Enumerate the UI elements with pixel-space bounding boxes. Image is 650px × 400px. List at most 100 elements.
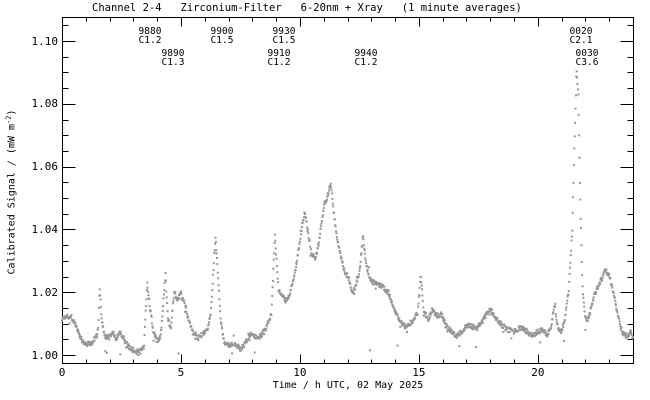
scatter-dot <box>453 331 456 334</box>
scatter-dot <box>471 323 474 326</box>
scatter-dot <box>591 303 594 306</box>
scatter-dot <box>629 329 632 332</box>
scatter-dot <box>380 286 383 289</box>
scatter-dot <box>466 324 469 327</box>
scatter-dot <box>550 323 553 326</box>
scatter-dot <box>574 94 577 97</box>
scatter-dot <box>606 273 609 276</box>
scatter-dot <box>439 315 442 318</box>
scatter-dot <box>127 343 130 346</box>
scatter-dot <box>276 271 279 274</box>
scatter-dot <box>576 76 579 79</box>
scatter-dot <box>193 333 196 336</box>
scatter-dot <box>204 331 207 334</box>
scatter-dot <box>477 323 480 326</box>
scatter-dot <box>581 274 584 277</box>
scatter-dot <box>369 349 372 352</box>
scatter-dot <box>65 315 68 318</box>
scatter-dot <box>623 331 626 334</box>
scatter-dot <box>273 242 276 244</box>
scatter-dot <box>552 308 555 311</box>
scatter-dot <box>435 314 438 317</box>
scatter-dot <box>559 329 562 332</box>
scatter-dot <box>358 267 361 270</box>
scatter-dot <box>292 278 295 281</box>
scatter-dot <box>122 335 125 338</box>
scatter-dot <box>173 291 176 293</box>
scatter-dot <box>327 189 330 192</box>
scatter-dot <box>368 276 371 279</box>
scatter-dot <box>171 309 174 312</box>
scatter-dot <box>575 75 578 78</box>
scatter-dot <box>561 329 564 332</box>
scatter-dot <box>396 344 399 347</box>
scatter-dot <box>211 282 214 285</box>
scatter-dot <box>321 215 324 218</box>
scatter-dot <box>124 340 127 343</box>
scatter-dot <box>600 276 603 279</box>
scatter-dot <box>232 334 235 337</box>
scatter-dot <box>229 343 232 346</box>
scatter-dot <box>216 263 219 266</box>
scatter-dot <box>240 346 243 349</box>
scatter-dot <box>245 339 247 342</box>
scatter-dot <box>539 341 542 344</box>
scatter-dot <box>620 330 623 333</box>
scatter-dot <box>84 341 86 344</box>
scatter-dot <box>507 331 510 334</box>
scatter-dot <box>97 326 100 329</box>
scatter-dot <box>179 291 182 294</box>
scatter-dot <box>502 330 505 333</box>
scatter-dot <box>139 349 142 351</box>
scatter-dot <box>570 239 573 242</box>
scatter-dot <box>494 317 497 320</box>
scatter-dot <box>287 296 290 299</box>
scatter-dot <box>144 318 147 321</box>
scatter-dot <box>437 313 440 316</box>
scatter-dot <box>233 344 236 347</box>
scatter-dot <box>276 277 279 280</box>
scatter-dot <box>589 307 592 310</box>
scatter-dot <box>272 258 275 261</box>
scatter-dot <box>400 323 403 326</box>
scatter-dot <box>291 284 293 287</box>
scatter-dot <box>541 328 544 331</box>
scatter-dot <box>559 330 562 333</box>
scatter-dot <box>333 211 335 214</box>
scatter-dot <box>625 332 628 335</box>
scatter-dot <box>163 281 166 284</box>
scatter-dot <box>632 336 634 338</box>
scatter-dot <box>83 343 86 346</box>
scatter-dot <box>283 299 286 302</box>
scatter-dot <box>481 321 484 324</box>
scatter-dot <box>274 247 277 250</box>
scatter-dot <box>209 313 212 316</box>
scatter-dot <box>601 279 604 282</box>
scatter-dot <box>172 302 174 305</box>
scatter-dot <box>296 254 299 257</box>
scatter-dot <box>379 282 381 285</box>
scatter-dot <box>273 252 276 255</box>
scatter-dot <box>150 315 153 318</box>
scatter-dot <box>584 328 587 331</box>
scatter-dot <box>405 323 408 326</box>
scatter-dot <box>99 294 102 297</box>
scatter-dot <box>242 343 245 346</box>
scatter-dot <box>622 333 625 336</box>
scatter-dot <box>563 319 566 321</box>
scatter-dot <box>295 266 297 268</box>
scatter-dot <box>456 332 459 335</box>
scatter-dot <box>353 293 356 296</box>
scatter-dot <box>265 327 268 330</box>
scatter-dot <box>67 317 70 320</box>
scatter-dot <box>562 322 565 325</box>
scatter-dot <box>300 233 303 236</box>
scatter-dot <box>315 253 318 256</box>
scatter-dot <box>366 270 369 273</box>
scatter-dot <box>162 305 165 307</box>
scatter-dot <box>578 181 581 184</box>
scatter-dot <box>365 262 368 265</box>
scatter-dot <box>168 319 171 322</box>
scatter-dot <box>571 229 574 232</box>
scatter-dot <box>612 291 615 294</box>
